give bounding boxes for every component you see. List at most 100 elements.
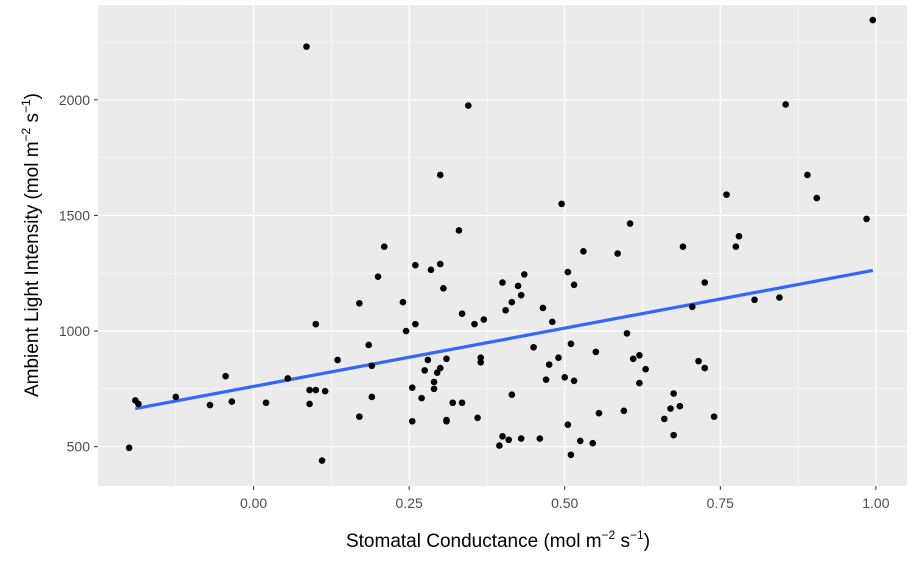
- x-tick-label: 1.00: [862, 495, 889, 511]
- data-points: [125, 16, 877, 464]
- data-point: [701, 279, 709, 286]
- data-point: [430, 378, 438, 386]
- trend-line: [135, 268, 874, 411]
- data-point: [505, 436, 513, 444]
- data-point: [670, 431, 677, 439]
- data-point: [555, 354, 562, 361]
- y-tick-label: 500: [67, 439, 91, 455]
- data-point: [418, 394, 425, 402]
- data-point: [356, 300, 363, 307]
- data-point: [135, 400, 142, 408]
- data-point: [424, 356, 432, 364]
- data-point: [312, 320, 320, 328]
- data-point: [723, 191, 730, 198]
- data-point: [751, 296, 758, 304]
- data-point: [520, 271, 528, 278]
- plot-panel: [98, 5, 907, 486]
- data-point: [636, 379, 643, 387]
- data-point: [374, 273, 382, 281]
- data-point: [804, 171, 811, 179]
- data-point: [508, 391, 516, 398]
- data-point: [399, 298, 407, 306]
- data-point: [458, 310, 466, 318]
- data-point: [623, 330, 631, 337]
- data-point: [863, 215, 870, 223]
- data-point: [614, 250, 621, 257]
- data-point: [380, 243, 388, 250]
- data-point: [306, 386, 313, 394]
- data-point: [558, 200, 565, 208]
- data-point: [869, 16, 877, 24]
- data-point: [402, 327, 410, 335]
- data-point: [595, 409, 603, 417]
- data-point: [356, 413, 363, 420]
- data-point: [368, 362, 376, 370]
- data-point: [620, 407, 628, 415]
- data-point: [636, 352, 643, 359]
- data-point: [542, 376, 550, 383]
- data-point: [471, 320, 478, 328]
- data-point: [436, 364, 444, 372]
- data-point: [539, 304, 547, 312]
- y-tick-label: 1000: [59, 323, 90, 339]
- y-tick-label: 2000: [59, 92, 90, 108]
- data-point: [701, 364, 709, 372]
- data-point: [474, 414, 481, 422]
- data-point: [576, 437, 584, 445]
- x-axis-title: Stomatal Conductance (mol m−2 s−1): [346, 528, 650, 552]
- data-point: [499, 432, 506, 440]
- data-point: [443, 355, 450, 363]
- data-point: [661, 415, 668, 423]
- data-point: [813, 194, 821, 202]
- data-point: [449, 399, 457, 407]
- data-point: [517, 435, 525, 442]
- data-point: [629, 355, 637, 363]
- data-point: [365, 341, 373, 349]
- data-point: [443, 416, 450, 424]
- data-point: [436, 171, 444, 179]
- data-point: [436, 260, 444, 268]
- y-tick-label: 1500: [59, 207, 90, 223]
- data-point: [689, 303, 696, 311]
- data-point: [670, 390, 677, 397]
- data-point: [306, 400, 313, 408]
- x-tick-label: 0.50: [551, 495, 578, 511]
- data-point: [206, 401, 214, 409]
- data-point: [312, 386, 320, 394]
- data-point: [440, 284, 447, 292]
- x-tick-label: 0.25: [396, 495, 423, 511]
- data-point: [477, 354, 485, 361]
- data-point: [318, 457, 326, 464]
- data-point: [782, 101, 789, 108]
- data-point: [455, 227, 463, 234]
- data-point: [508, 298, 516, 306]
- data-point: [514, 282, 522, 290]
- x-tick-label: 0.75: [707, 495, 734, 511]
- data-point: [334, 356, 341, 364]
- data-point: [228, 398, 236, 405]
- data-point: [412, 261, 419, 269]
- data-point: [368, 393, 376, 401]
- data-point: [642, 365, 649, 373]
- data-point: [222, 372, 229, 380]
- data-point: [561, 374, 569, 381]
- trend-line-group: [135, 268, 874, 411]
- data-point: [530, 343, 537, 351]
- data-point: [580, 247, 587, 255]
- data-point: [567, 340, 575, 348]
- data-point: [421, 367, 429, 374]
- y-axis: 500 1000 1500 2000: [59, 92, 98, 455]
- data-point: [464, 102, 472, 109]
- data-point: [480, 316, 488, 323]
- data-point: [458, 399, 466, 407]
- data-point: [427, 266, 435, 274]
- data-point: [592, 348, 600, 356]
- data-point: [570, 281, 578, 289]
- data-point: [567, 451, 575, 459]
- data-point: [408, 384, 416, 392]
- data-point: [125, 444, 133, 452]
- data-point: [695, 357, 702, 365]
- data-point: [710, 413, 718, 420]
- data-point: [626, 220, 634, 227]
